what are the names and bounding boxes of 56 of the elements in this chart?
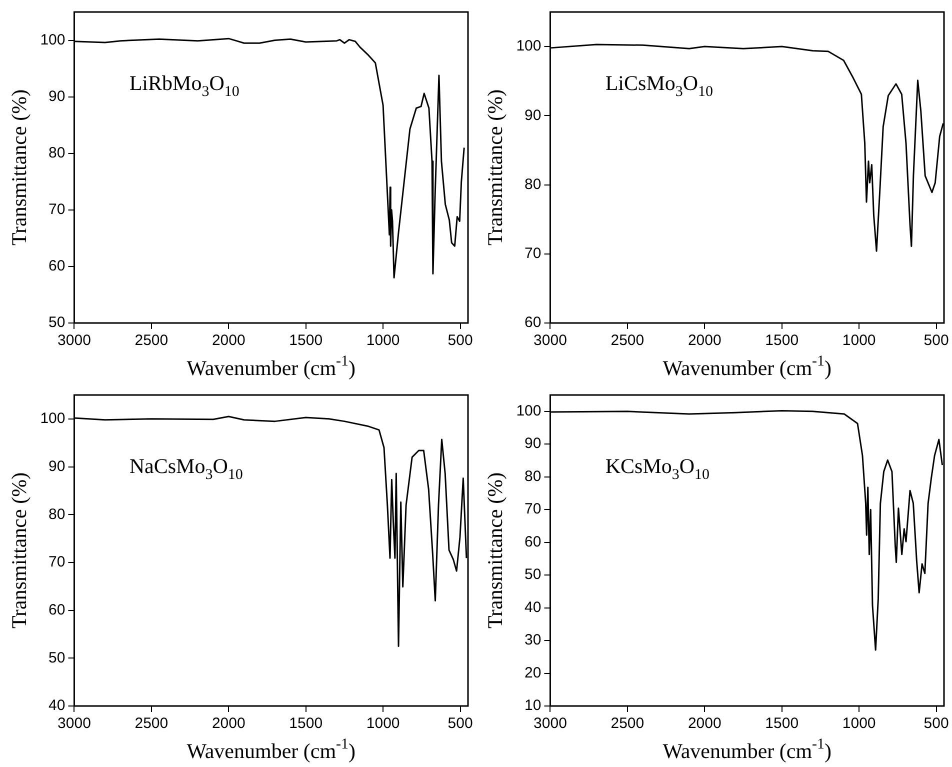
x-tick-label: 2000 bbox=[212, 715, 246, 732]
x-tick-label: 3000 bbox=[58, 715, 91, 732]
y-tick-label: 80 bbox=[524, 176, 542, 193]
y-tick-label: 60 bbox=[524, 314, 542, 332]
y-tick-label: 40 bbox=[48, 697, 66, 714]
x-tick-label: 2500 bbox=[610, 715, 644, 732]
x-tick-label: 3000 bbox=[534, 332, 567, 350]
y-tick-label: 50 bbox=[524, 566, 542, 584]
y-tick-label: 70 bbox=[48, 554, 66, 571]
y-tick-label: 60 bbox=[48, 601, 66, 618]
y-axis-title: Transmittance (%) bbox=[483, 89, 508, 246]
x-tick-label: 2500 bbox=[610, 332, 644, 350]
y-tick-label: 80 bbox=[48, 506, 66, 523]
y-axis-title: Transmittance (%) bbox=[483, 472, 508, 629]
x-tick-label: 1500 bbox=[765, 715, 799, 732]
y-axis-title: Transmittance (%) bbox=[7, 89, 32, 246]
x-tick-label: 2500 bbox=[134, 715, 168, 732]
y-tick-label: 70 bbox=[48, 201, 66, 218]
y-tick-label: 90 bbox=[524, 106, 542, 124]
x-tick-label: 2000 bbox=[212, 332, 246, 350]
y-tick-label: 100 bbox=[516, 402, 542, 420]
x-tick-label: 2000 bbox=[688, 715, 722, 732]
y-tick-label: 80 bbox=[48, 144, 66, 162]
x-tick-label: 3000 bbox=[534, 715, 567, 732]
y-tick-label: 70 bbox=[524, 500, 542, 518]
y-tick-label: 40 bbox=[524, 598, 542, 616]
x-tick-label: 1000 bbox=[366, 715, 400, 732]
y-tick-label: 100 bbox=[516, 38, 542, 55]
x-tick-label: 2500 bbox=[134, 332, 168, 350]
y-tick-label: 30 bbox=[524, 632, 542, 649]
x-tick-label: 500 bbox=[448, 715, 473, 732]
y-tick-label: 90 bbox=[48, 458, 66, 475]
y-tick-label: 100 bbox=[40, 410, 66, 428]
x-tick-label: 500 bbox=[448, 332, 473, 350]
y-tick-label: 20 bbox=[524, 664, 542, 682]
y-tick-label: 60 bbox=[524, 533, 542, 550]
x-tick-label: 1000 bbox=[842, 332, 876, 350]
y-tick-label: 10 bbox=[524, 697, 542, 714]
x-tick-label: 500 bbox=[924, 332, 949, 350]
y-tick-label: 50 bbox=[48, 314, 66, 332]
x-tick-label: 500 bbox=[924, 715, 949, 732]
x-tick-label: 2000 bbox=[688, 332, 722, 350]
x-tick-label: 1000 bbox=[366, 332, 400, 350]
y-tick-label: 100 bbox=[40, 31, 66, 48]
x-tick-label: 1500 bbox=[765, 332, 799, 350]
y-tick-label: 60 bbox=[48, 258, 66, 275]
x-tick-label: 3000 bbox=[58, 332, 91, 350]
y-tick-label: 80 bbox=[524, 468, 542, 485]
y-tick-label: 90 bbox=[48, 88, 66, 105]
x-tick-label: 1000 bbox=[842, 715, 876, 732]
y-tick-label: 90 bbox=[524, 435, 542, 452]
y-axis-title: Transmittance (%) bbox=[7, 472, 32, 629]
y-tick-label: 50 bbox=[48, 649, 66, 666]
x-tick-label: 1500 bbox=[289, 715, 323, 732]
y-tick-label: 70 bbox=[524, 245, 542, 262]
x-tick-label: 1500 bbox=[289, 332, 323, 350]
